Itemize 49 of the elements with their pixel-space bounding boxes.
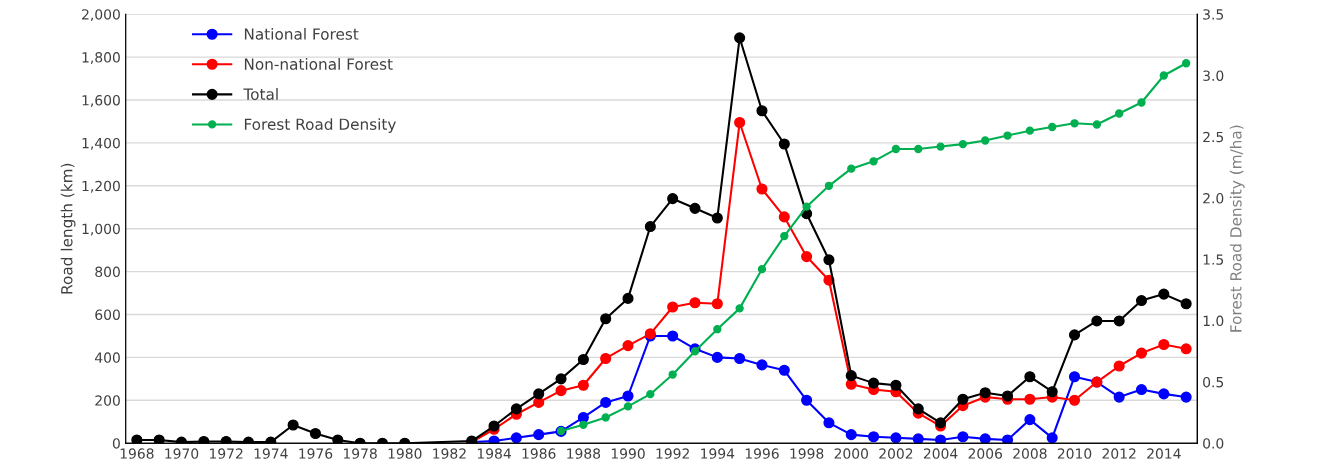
legend-label: National Forest xyxy=(244,27,359,40)
y-axis-title: Road length (km) xyxy=(60,163,76,294)
y2-tick-label: 2.5 xyxy=(1203,131,1224,143)
y-tick-label: 200 xyxy=(95,395,120,406)
y2-tick-label: 0.5 xyxy=(1203,376,1224,388)
x-tick-label: 2000 xyxy=(834,448,869,459)
x-tick-label: 1986 xyxy=(522,448,556,459)
x-tick-label: 1998 xyxy=(790,448,824,459)
x-tick-label: 2010 xyxy=(1057,448,1092,459)
legend-label: Non-national Forest xyxy=(244,58,393,70)
y2-tick-label: 3.0 xyxy=(1203,70,1224,81)
y2-tick-label: 1.0 xyxy=(1203,315,1224,327)
x-tick-label: 1988 xyxy=(567,448,601,459)
y-tick-label: 400 xyxy=(94,352,120,363)
x-tick-label: 2002 xyxy=(879,448,913,459)
x-tick-label: 1994 xyxy=(701,448,735,459)
y-tick-label: 1,800 xyxy=(82,52,120,65)
x-tick-label: 1978 xyxy=(343,448,377,459)
x-tick-label: 1970 xyxy=(165,448,199,459)
y-tick-label: 1,200 xyxy=(82,180,120,193)
x-tick-label: 1982 xyxy=(433,448,466,459)
y2-tick-label: 3.5 xyxy=(1203,9,1224,20)
x-tick-label: 1990 xyxy=(611,448,645,459)
x-tick-label: 1992 xyxy=(656,448,689,459)
x-tick-label: 1974 xyxy=(254,448,288,459)
x-tick-label: 2006 xyxy=(968,448,1003,459)
y-tick-label: 0 xyxy=(112,438,120,449)
x-tick-label: 1976 xyxy=(299,448,333,459)
x-tick-label: 1996 xyxy=(745,448,779,459)
x-tick-label: 1968 xyxy=(120,448,154,459)
x-tick-label: 2012 xyxy=(1102,448,1136,459)
legend-label: Forest Road Density xyxy=(244,118,396,133)
y-tick-label: 600 xyxy=(95,309,120,320)
y-tick-label: 1,400 xyxy=(82,137,120,150)
y-tick-label: 1,000 xyxy=(82,223,120,236)
x-tick-label: 1980 xyxy=(388,448,422,459)
x-tick-label: 2004 xyxy=(923,448,958,459)
y2-axis-title: Forest Road Density (m/ha) xyxy=(1229,125,1245,332)
y-tick-label: 2,000 xyxy=(82,9,120,22)
y2-tick-label: 0.0 xyxy=(1203,438,1224,449)
y-tick-label: 800 xyxy=(95,266,120,278)
y-tick-label: 1,600 xyxy=(82,94,120,107)
x-tick-label: 2008 xyxy=(1013,448,1047,459)
x-tick-label: 2014 xyxy=(1147,448,1181,459)
y2-tick-label: 2.0 xyxy=(1203,193,1224,204)
y2-tick-label: 1.5 xyxy=(1203,254,1224,265)
x-tick-label: 1984 xyxy=(477,448,511,459)
x-tick-label: 1972 xyxy=(210,448,243,459)
legend-label: Total xyxy=(243,88,278,100)
